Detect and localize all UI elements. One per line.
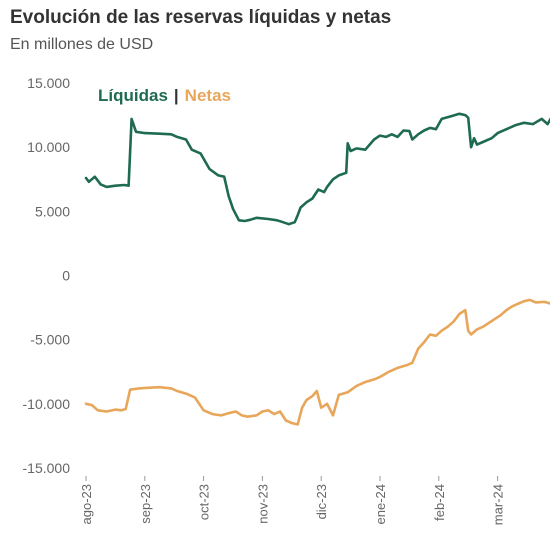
y-tick-label: 5.000 — [35, 203, 70, 219]
x-tick-label: dic-23 — [314, 484, 329, 519]
x-tick-label: sep-23 — [138, 484, 153, 524]
x-tick-label: mar-24 — [491, 484, 506, 525]
series-line-netas — [84, 298, 550, 426]
series-layer — [84, 112, 550, 426]
legend-separator: | — [173, 86, 179, 105]
x-tick-label: ene-24 — [373, 484, 388, 524]
legend-item-liquidas: Líquidas — [98, 86, 168, 105]
chart-title: Evolución de las reservas líquidas y net… — [10, 7, 392, 28]
y-tick-label: 15.000 — [27, 75, 70, 91]
x-tick-label: oct-23 — [197, 484, 212, 520]
series-line-liquidas — [84, 112, 550, 226]
y-tick-label: -5.000 — [30, 332, 70, 348]
y-tick-label: -10.000 — [23, 396, 71, 412]
legend: Líquidas | Netas — [98, 86, 231, 106]
chart-subtitle: En millones de USD — [10, 36, 154, 53]
legend-item-netas: Netas — [184, 86, 231, 105]
y-tick-label: -15.000 — [23, 460, 71, 476]
x-tick-label: feb-24 — [432, 484, 447, 521]
x-tick-label: ago-23 — [79, 484, 94, 524]
y-tick-label: 10.000 — [27, 139, 70, 155]
x-tick-label: nov-23 — [255, 484, 270, 524]
y-tick-label: 0 — [62, 268, 70, 284]
